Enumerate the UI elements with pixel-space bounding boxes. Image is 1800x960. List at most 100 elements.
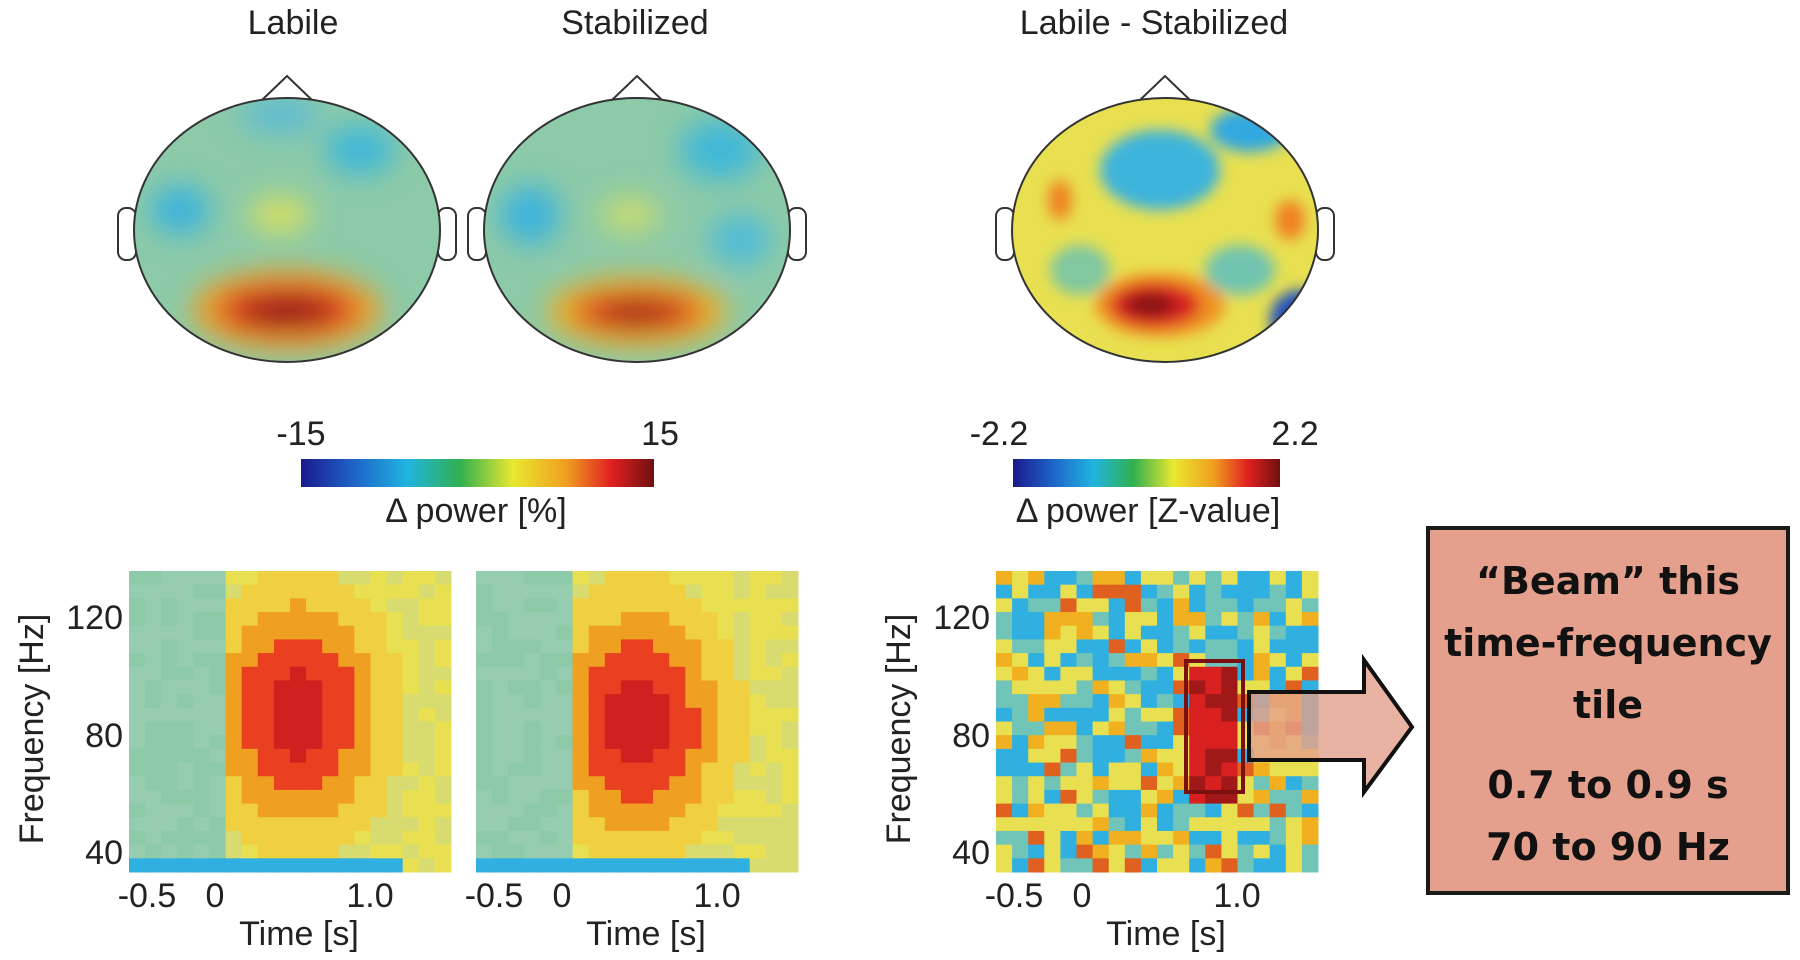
tf-cell [669,666,686,681]
tf-cell [129,612,146,627]
tf-cell [209,694,227,709]
tf-cell [492,830,509,846]
tf-cell [1044,762,1061,777]
callout-freq: 70 to 90 Hz [1486,825,1730,869]
tf-cell [1189,858,1206,873]
tf-cell [129,858,146,873]
tf-cell [588,707,606,722]
tf-cell [572,680,590,695]
tf-cell [996,584,1013,599]
tf-cell [386,680,404,695]
tf-cell [1189,748,1206,764]
tf-cell [540,830,557,846]
tf-cell [322,653,339,668]
tf-cell [524,776,541,791]
tf-cell [717,707,735,722]
tf-cell [572,762,590,777]
tf-cell [996,803,1013,818]
tf-cell [434,680,452,695]
tf-cell [540,666,557,681]
tf-cell [765,748,783,764]
tf-cell [637,803,654,818]
tf-cell [765,625,783,640]
tf-cell [225,680,243,695]
tf-cell [669,598,686,613]
tf-cell [322,844,339,859]
tf-cell [508,653,525,668]
tf-cell [476,844,493,859]
tf-cell [209,598,227,613]
tf-cell [1076,571,1094,586]
tf-cell [273,817,291,832]
tf-cell [1205,625,1222,640]
tf-cell [145,776,162,791]
tf-cell [1301,776,1319,791]
tf-cell [1189,830,1206,846]
tf-cell [1092,639,1110,654]
tf-cell [290,707,307,722]
tf-cell [508,748,525,764]
tf-cell [306,584,323,599]
tf-cell [1157,598,1174,613]
tf-cell [685,584,702,599]
tf-cell [556,748,574,764]
tf-cell [669,584,686,599]
tf-cell [225,858,243,873]
tf-cell [354,844,371,859]
tf-cell [1140,844,1158,859]
tf-cell [402,789,420,805]
tf-cell [1124,571,1142,586]
tf-cell [370,653,388,668]
tf-cell [540,625,557,640]
tf-cell [1140,612,1158,627]
tf-cell [434,776,452,791]
tf-cell [193,694,210,709]
tf-cell [765,735,783,750]
tf-cell [701,830,718,846]
tf-cell [685,748,702,764]
tf-cell [1124,584,1142,599]
tf-cell [1108,653,1126,668]
tf-cell [733,680,751,695]
tf-cell [306,844,323,859]
tf-cell [225,653,243,668]
tf-cell [306,830,323,846]
tf-cell [1157,694,1174,709]
tf-cell [1173,625,1190,640]
tf-cell [765,639,783,654]
tf-cell [1060,680,1077,695]
tf-cell [492,844,509,859]
tf-cell [145,584,162,599]
tf-cell [338,707,355,722]
tf-cell [1285,776,1303,791]
tf-cell [1269,598,1287,613]
tf-cell [637,639,654,654]
tf-cell [1221,639,1238,654]
tf-cell [1189,666,1206,681]
tf-cell [338,844,355,859]
tf-cell [588,830,606,846]
tf-cell [572,653,590,668]
tf-cell [354,735,371,750]
tf-cell [524,830,541,846]
tf-cell [669,707,686,722]
tf-cell [669,762,686,777]
tf-cell [996,653,1013,668]
y-tick-label: 40 [952,834,990,872]
tf-cell [556,571,574,586]
tf-cell [476,803,493,818]
tf-cell [620,830,638,846]
tf-cell [781,612,799,627]
tf-cell [1205,830,1222,846]
tf-cell [749,762,767,777]
tf-cell [524,584,541,599]
tf-cell [653,817,670,832]
tf-cell [1108,748,1126,764]
tf-cell [1108,858,1126,873]
tf-cell [161,680,178,695]
tf-cell [653,858,670,873]
tf-cell [418,571,436,586]
tf-cell [209,625,227,640]
tf-cell [1173,639,1190,654]
